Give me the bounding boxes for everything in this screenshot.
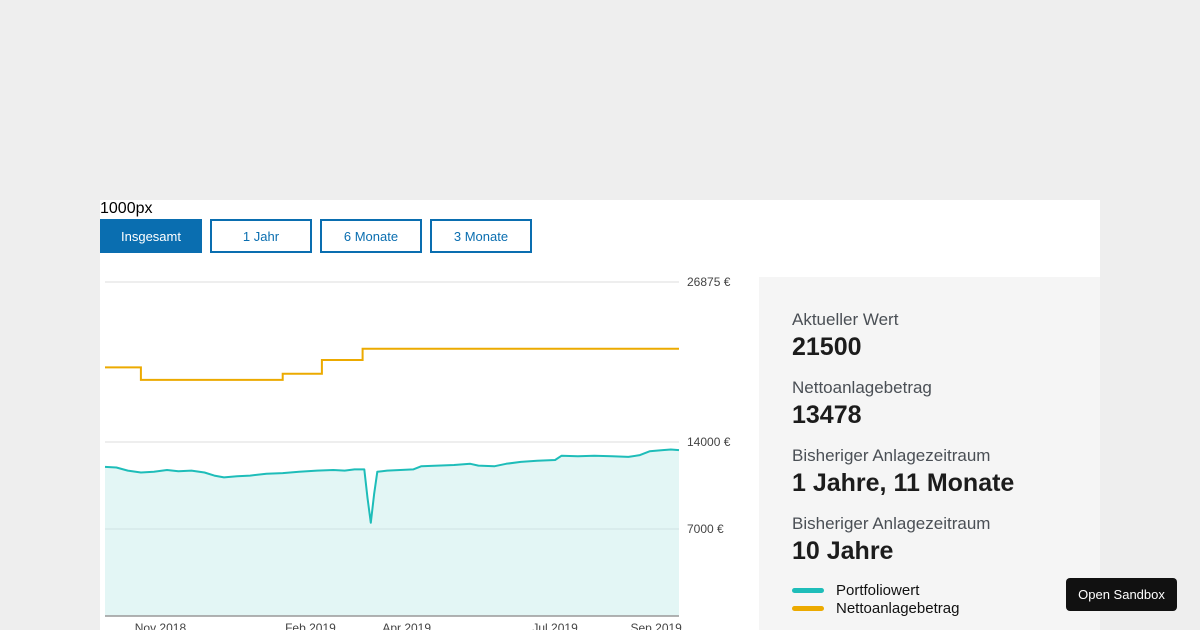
stat-investment-horizon: Bisheriger Anlagezeitraum 10 Jahre — [792, 514, 990, 566]
portfolio-area — [105, 449, 679, 616]
legend-item-portfolio: Portfoliowert — [792, 581, 959, 599]
stat-net-investment: Nettoanlagebetrag 13478 — [792, 378, 932, 430]
time-range-selector: Insgesamt 1 Jahr 6 Monate 3 Monate — [100, 219, 540, 253]
stat-label: Bisheriger Anlagezeitraum — [792, 514, 991, 533]
stat-label: Aktueller Wert — [792, 310, 899, 329]
stat-value: 1 Jahre, 11 Monate — [792, 469, 1015, 497]
portfolio-chart: 26875 € 14000 € 7000 € Nov 2018 Feb 2019 Apr … — [104, 275, 731, 630]
range-button-insgesamt[interactable]: Insgesamt — [100, 219, 202, 253]
stat-value: 13478 — [792, 401, 862, 429]
y-tick-label: 26875 € — [687, 275, 731, 289]
range-button-6-monate[interactable]: 6 Monate — [320, 219, 422, 253]
series-line-portfolio — [104, 448, 680, 524]
range-button-3-monate[interactable]: 3 Monate — [430, 219, 532, 253]
stat-investment-period: Bisheriger Anlagezeitraum 1 Jahre, 11 Mo… — [792, 446, 1014, 498]
chart-legend: Portfoliowert Nettoanlagebetrag — [792, 581, 959, 617]
legend-label: Portfoliowert — [836, 581, 920, 599]
x-tick-label: Sep 2019 — [630, 621, 682, 630]
x-tick-label: Feb 2019 — [285, 621, 336, 630]
stat-label: Nettoanlagebetrag — [792, 378, 932, 397]
dashboard-panel: 1000px Insgesamt 1 Jahr 6 Monate 3 Monat… — [100, 200, 1100, 630]
stat-label: Bisheriger Anlagezeitraum — [792, 446, 991, 465]
legend-label: Nettoanlagebetrag — [836, 599, 960, 617]
legend-swatch-net-investment — [792, 605, 824, 611]
x-tick-label: Apr 2019 — [382, 621, 431, 630]
series-line-net-investment — [105, 347, 679, 381]
legend-item-net-investment: Nettoanlagebetrag — [792, 599, 959, 617]
open-sandbox-button[interactable]: Open Sandbox — [1066, 578, 1177, 611]
y-tick-label: 7000 € — [687, 522, 724, 536]
x-tick-label: Nov 2018 — [135, 621, 187, 630]
y-tick-label: 14000 € — [687, 435, 731, 449]
stats-panel: Aktueller Wert 21500 Nettoanlagebetrag 1… — [759, 277, 1100, 630]
legend-swatch-portfolio — [792, 587, 824, 593]
stat-value: 10 Jahre — [792, 537, 894, 565]
range-button-1-jahr[interactable]: 1 Jahr — [210, 219, 312, 253]
stat-value: 21500 — [792, 333, 862, 361]
x-tick-label: Jul 2019 — [532, 621, 578, 630]
stat-current-value: Aktueller Wert 21500 — [792, 310, 898, 362]
width-label: 1000px — [100, 200, 153, 217]
